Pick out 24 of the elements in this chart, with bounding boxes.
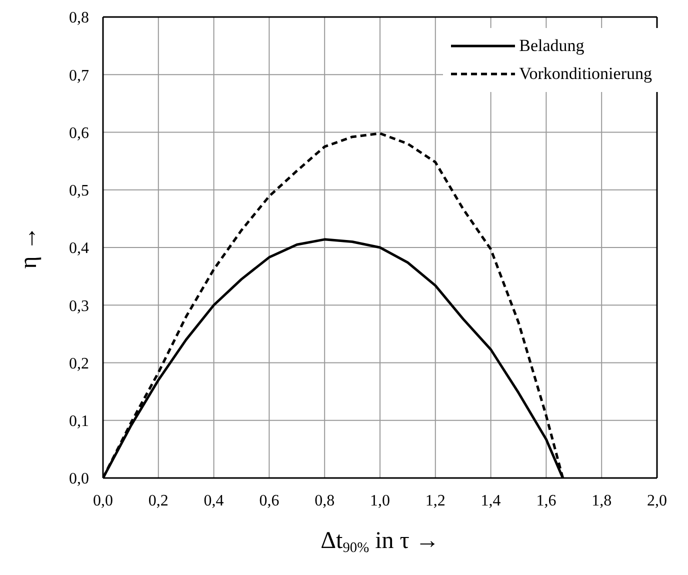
x-tick-label: 0,8 [314, 492, 335, 510]
legend-label: Beladung [519, 36, 584, 56]
y-tick-label: 0,6 [69, 124, 89, 142]
x-tick-label: 0,2 [148, 492, 168, 510]
y-tick-label: 0,2 [69, 355, 89, 372]
x-tick-label: 1,0 [370, 492, 390, 510]
y-axis-title: η → [16, 226, 42, 269]
legend-label: Vorkonditionierung [519, 64, 652, 84]
x-tick-label: 0,6 [259, 492, 280, 510]
x-tick-label: 1,8 [592, 492, 612, 510]
x-tick-label: 0,0 [93, 492, 113, 510]
x-tick-label: 1,6 [536, 492, 556, 510]
y-tick-label: 0,7 [69, 67, 89, 84]
x-axis-title: Δt$_{90%}$ in τ → [320, 528, 440, 556]
x-tick-label: 0,4 [204, 492, 224, 510]
x-tick-label: 1,4 [480, 492, 501, 510]
y-tick-label: 0,3 [69, 298, 89, 315]
y-tick-label: 0,8 [69, 10, 89, 27]
y-tick-label: 0,0 [69, 470, 89, 488]
x-tick-label: 1,2 [425, 492, 446, 510]
y-tick-label: 0,4 [69, 240, 89, 258]
y-tick-label: 0,5 [69, 182, 89, 200]
y-tick-label: 0,1 [69, 413, 89, 430]
x-tick-label: 2,0 [647, 492, 667, 510]
